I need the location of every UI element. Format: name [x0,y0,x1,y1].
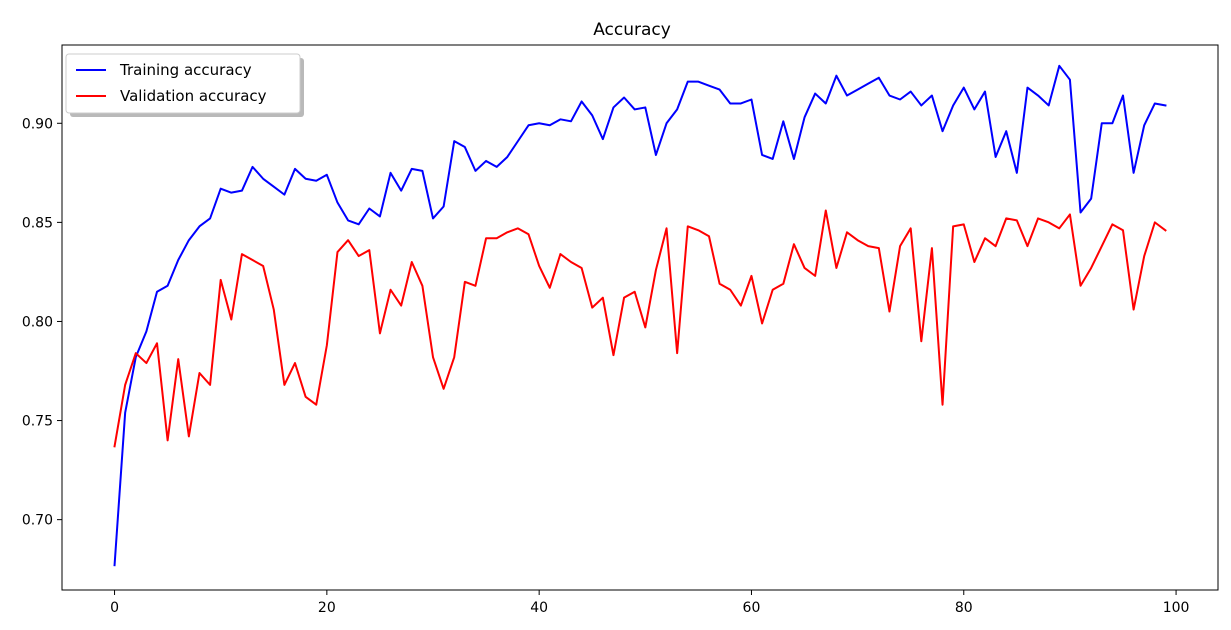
x-tick-label: 40 [530,600,548,616]
x-tick-label: 100 [1163,600,1190,616]
chart-title: Accuracy [593,20,671,40]
plot-area [113,64,1167,567]
legend: Training accuracy Validation accuracy [65,53,304,117]
legend-box [65,53,301,114]
legend-label: Training accuracy [119,61,252,79]
y-tick-label: 0.80 [22,314,53,330]
axes: 0 20 40 60 80 100 0.70 0.75 0.80 0.85 0.90 [22,44,1219,616]
x-tick-label: 20 [318,600,336,616]
series-line-training-accuracy [113,64,1167,567]
y-tick-label: 0.85 [22,215,53,231]
x-tick-label: 0 [110,600,119,616]
y-tick-label: 0.70 [22,513,53,529]
legend-label: Validation accuracy [120,87,267,105]
axes-frame [61,44,1219,591]
y-tick-label: 0.75 [22,414,53,430]
x-tick-label: 60 [743,600,761,616]
x-tick-label: 80 [955,600,973,616]
y-tick-label: 0.90 [22,116,53,132]
series-line-validation-accuracy [113,209,1167,448]
